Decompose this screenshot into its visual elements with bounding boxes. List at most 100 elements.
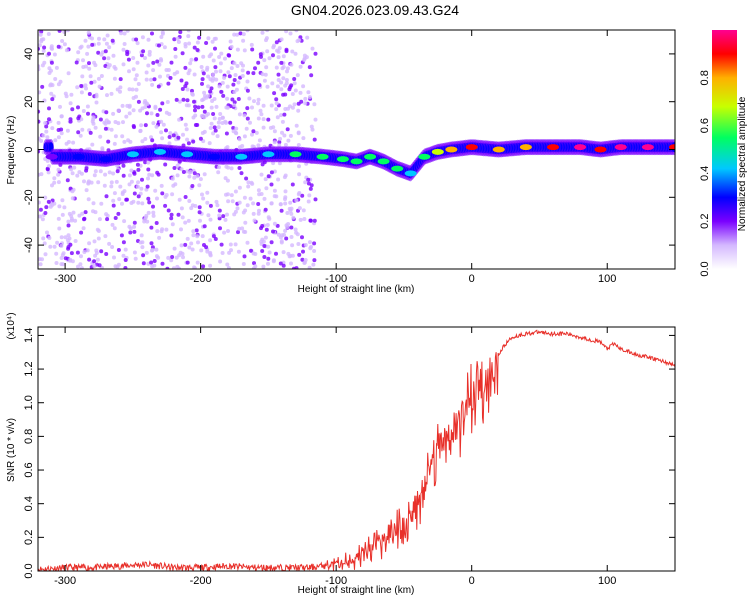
- noise-point: [307, 265, 312, 269]
- noise-point: [202, 172, 207, 177]
- noise-point: [49, 60, 54, 65]
- noise-point: [93, 63, 98, 68]
- noise-point: [298, 64, 303, 69]
- noise-point: [111, 198, 116, 203]
- noise-point: [171, 183, 176, 188]
- noise-point: [99, 52, 104, 57]
- noise-point: [79, 254, 83, 259]
- noise-point: [136, 180, 140, 185]
- noise-point: [171, 266, 176, 269]
- noise-point: [121, 47, 126, 52]
- noise-point: [127, 111, 132, 116]
- spectrogram-x-label: Height of straight line (km): [298, 284, 415, 295]
- noise-point: [169, 216, 174, 221]
- noise-point: [246, 70, 251, 75]
- noise-point: [208, 263, 213, 268]
- noise-point: [186, 141, 191, 146]
- noise-point: [147, 49, 152, 54]
- noise-point: [105, 33, 110, 38]
- noise-point: [79, 266, 84, 269]
- noise-point: [180, 87, 185, 91]
- noise-point: [309, 124, 314, 129]
- y-tick-label: 1.2: [23, 361, 35, 376]
- noise-point: [135, 41, 140, 46]
- noise-point: [120, 201, 124, 206]
- noise-point: [199, 65, 204, 69]
- noise-point: [107, 241, 112, 246]
- noise-point: [281, 76, 286, 81]
- noise-point: [292, 77, 297, 81]
- noise-point: [102, 37, 107, 42]
- noise-point: [231, 126, 236, 130]
- noise-point: [151, 210, 156, 215]
- noise-point: [211, 234, 216, 239]
- noise-point: [265, 223, 270, 227]
- noise-point: [269, 170, 274, 175]
- noise-point: [84, 86, 88, 91]
- noise-point: [267, 56, 272, 61]
- noise-point: [263, 235, 268, 240]
- noise-point: [80, 74, 85, 79]
- noise-point: [283, 92, 288, 97]
- noise-point: [289, 225, 294, 230]
- noise-point: [206, 112, 211, 116]
- noise-point: [139, 53, 144, 58]
- noise-point: [253, 66, 257, 71]
- noise-point: [309, 73, 314, 78]
- noise-point: [146, 63, 151, 68]
- noise-point: [75, 85, 80, 90]
- noise-point: [39, 30, 44, 34]
- ridge-point: [350, 158, 363, 165]
- noise-point: [44, 129, 49, 134]
- noise-point: [52, 176, 57, 181]
- noise-point: [38, 43, 42, 48]
- noise-point: [67, 211, 72, 216]
- noise-point: [155, 229, 160, 234]
- noise-point: [86, 197, 91, 202]
- noise-point: [297, 164, 301, 169]
- noise-point: [207, 141, 212, 146]
- noise-point: [240, 74, 245, 78]
- noise-point: [150, 31, 154, 36]
- noise-point: [98, 134, 103, 139]
- noise-point: [143, 160, 148, 165]
- noise-point: [187, 41, 192, 46]
- noise-point: [289, 62, 294, 67]
- noise-point: [251, 211, 256, 216]
- noise-point: [208, 203, 213, 208]
- noise-point: [149, 225, 154, 230]
- noise-point: [40, 217, 45, 222]
- noise-point: [208, 238, 213, 243]
- noise-point: [84, 188, 89, 193]
- noise-point: [170, 192, 175, 197]
- noise-point: [69, 251, 74, 256]
- noise-point: [112, 191, 117, 196]
- noise-point: [296, 108, 301, 113]
- noise-point: [312, 249, 317, 253]
- noise-point: [81, 58, 85, 63]
- noise-point: [248, 120, 252, 125]
- noise-point: [172, 246, 177, 251]
- noise-point: [279, 80, 284, 85]
- noise-point: [312, 137, 317, 142]
- noise-point: [198, 218, 202, 223]
- noise-point: [296, 130, 301, 135]
- noise-point: [96, 50, 101, 55]
- noise-point: [49, 68, 53, 73]
- noise-point: [195, 40, 200, 45]
- noise-point: [213, 36, 218, 41]
- noise-point: [276, 72, 281, 77]
- noise-point: [38, 149, 41, 154]
- noise-point: [160, 101, 165, 106]
- noise-point: [104, 252, 109, 256]
- noise-point: [251, 201, 256, 206]
- noise-point: [239, 61, 244, 66]
- noise-point: [208, 217, 213, 222]
- noise-point: [189, 241, 194, 246]
- noise-point: [284, 81, 289, 86]
- noise-point: [258, 108, 263, 113]
- noise-point: [176, 40, 181, 44]
- noise-point: [276, 177, 281, 182]
